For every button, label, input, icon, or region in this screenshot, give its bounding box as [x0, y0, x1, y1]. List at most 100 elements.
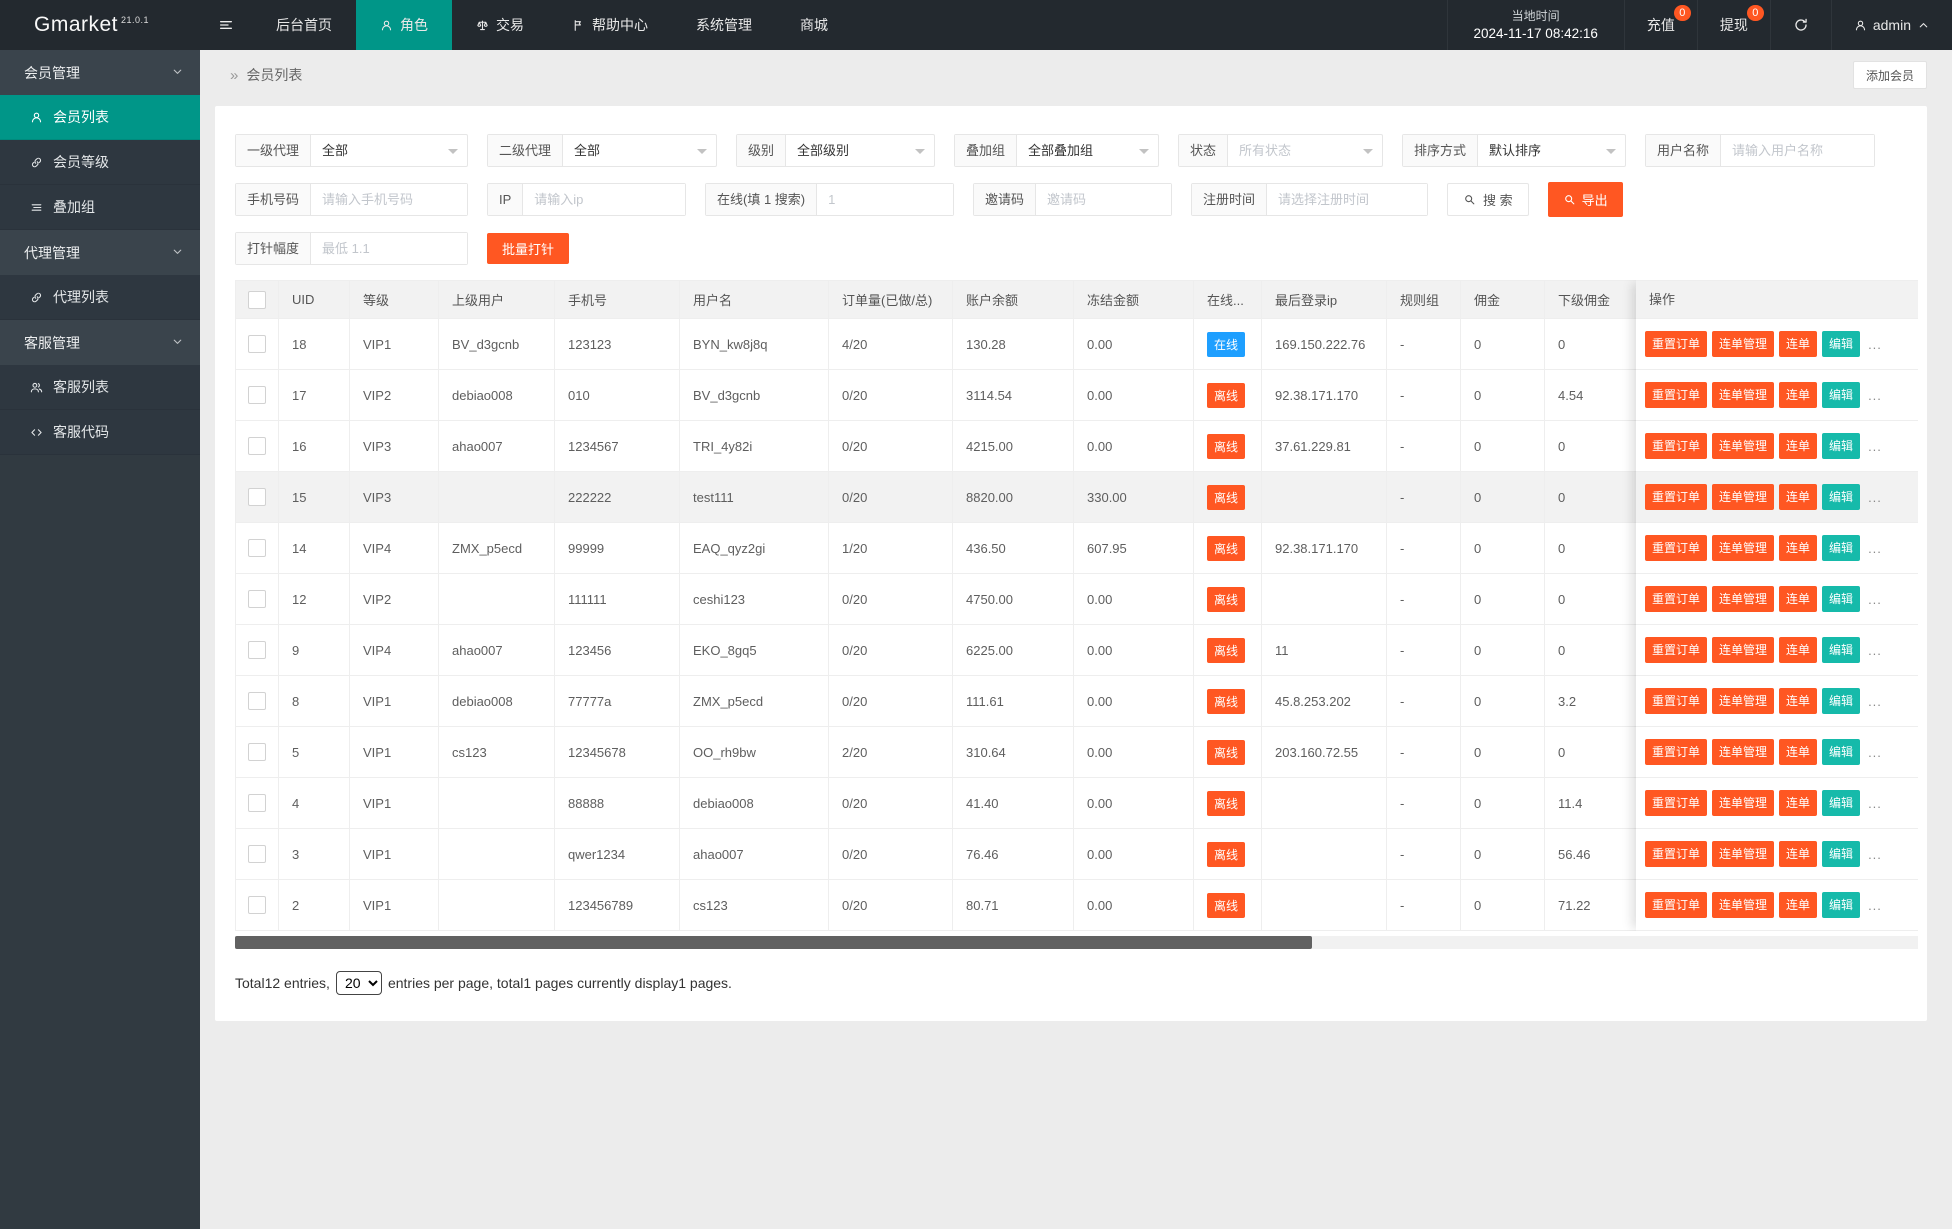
filter-needle-range-input[interactable]	[311, 233, 467, 264]
more-actions-button[interactable]: ...	[1868, 591, 1882, 607]
more-actions-button[interactable]: ...	[1868, 693, 1882, 709]
export-button[interactable]: 导出	[1547, 182, 1623, 217]
row-checkbox[interactable]	[248, 386, 266, 404]
row-checkbox[interactable]	[248, 488, 266, 506]
nav-item-0[interactable]: 后台首页	[252, 0, 356, 50]
chain-order-manage-button[interactable]: 连单管理	[1712, 790, 1775, 816]
reset-order-button[interactable]: 重置订单	[1645, 637, 1708, 663]
reset-order-button[interactable]: 重置订单	[1645, 433, 1708, 459]
per-page-select[interactable]: 20	[335, 971, 382, 995]
edit-button[interactable]: 编辑	[1822, 484, 1861, 510]
row-checkbox[interactable]	[248, 743, 266, 761]
chain-order-button[interactable]: 连单	[1779, 688, 1818, 714]
chain-order-button[interactable]: 连单	[1779, 892, 1818, 918]
reset-order-button[interactable]: 重置订单	[1645, 331, 1708, 357]
more-actions-button[interactable]: ...	[1868, 846, 1882, 862]
admin-menu[interactable]: admin	[1830, 0, 1952, 50]
sidebar-item-member-management[interactable]: 会员管理	[0, 50, 200, 95]
refresh-button[interactable]	[1769, 0, 1831, 50]
reset-order-button[interactable]: 重置订单	[1645, 535, 1708, 561]
chain-order-button[interactable]: 连单	[1779, 841, 1818, 867]
chain-order-manage-button[interactable]: 连单管理	[1712, 841, 1775, 867]
more-actions-button[interactable]: ...	[1868, 795, 1882, 811]
chain-order-manage-button[interactable]: 连单管理	[1712, 586, 1775, 612]
edit-button[interactable]: 编辑	[1822, 739, 1861, 765]
edit-button[interactable]: 编辑	[1822, 586, 1861, 612]
filter-invite-code-input[interactable]	[1036, 184, 1171, 215]
reset-order-button[interactable]: 重置订单	[1645, 688, 1708, 714]
more-actions-button[interactable]: ...	[1868, 387, 1882, 403]
row-checkbox[interactable]	[248, 692, 266, 710]
edit-button[interactable]: 编辑	[1822, 892, 1861, 918]
chain-order-button[interactable]: 连单	[1779, 739, 1818, 765]
more-actions-button[interactable]: ...	[1868, 336, 1882, 352]
row-checkbox[interactable]	[248, 437, 266, 455]
edit-button[interactable]: 编辑	[1822, 790, 1861, 816]
sidebar-item-service-management[interactable]: 客服管理	[0, 320, 200, 365]
scrollbar-thumb[interactable]	[235, 936, 1313, 949]
reset-order-button[interactable]: 重置订单	[1645, 739, 1708, 765]
reset-order-button[interactable]: 重置订单	[1645, 841, 1708, 867]
chain-order-manage-button[interactable]: 连单管理	[1712, 382, 1775, 408]
row-checkbox[interactable]	[248, 845, 266, 863]
chain-order-manage-button[interactable]: 连单管理	[1712, 433, 1775, 459]
sidebar-item-service-code[interactable]: 客服代码	[0, 410, 200, 455]
row-checkbox[interactable]	[248, 335, 266, 353]
sidebar-item-overlay-group[interactable]: 叠加组	[0, 185, 200, 230]
filter-sort-select[interactable]: 默认排序	[1478, 135, 1625, 166]
nav-item-2[interactable]: 交易	[452, 0, 548, 50]
chain-order-button[interactable]: 连单	[1779, 433, 1818, 459]
reset-order-button[interactable]: 重置订单	[1645, 586, 1708, 612]
more-actions-button[interactable]: ...	[1868, 438, 1882, 454]
edit-button[interactable]: 编辑	[1822, 688, 1861, 714]
chain-order-button[interactable]: 连单	[1779, 331, 1818, 357]
row-checkbox[interactable]	[248, 896, 266, 914]
edit-button[interactable]: 编辑	[1822, 433, 1861, 459]
batch-needle-button[interactable]: 批量打针	[487, 233, 570, 264]
chain-order-manage-button[interactable]: 连单管理	[1712, 331, 1775, 357]
chain-order-manage-button[interactable]: 连单管理	[1712, 484, 1775, 510]
reset-order-button[interactable]: 重置订单	[1645, 382, 1708, 408]
filter-username-input[interactable]	[1721, 135, 1874, 166]
sidebar-item-service-list[interactable]: 客服列表	[0, 365, 200, 410]
more-actions-button[interactable]: ...	[1868, 897, 1882, 913]
row-checkbox[interactable]	[248, 590, 266, 608]
nav-item-4[interactable]: 系统管理	[672, 0, 776, 50]
filter-overlay-group-select[interactable]: 全部叠加组	[1017, 135, 1158, 166]
filter-status-select[interactable]: 所有状态	[1228, 135, 1382, 166]
chain-order-button[interactable]: 连单	[1779, 382, 1818, 408]
nav-item-5[interactable]: 商城	[776, 0, 852, 50]
more-actions-button[interactable]: ...	[1868, 489, 1882, 505]
edit-button[interactable]: 编辑	[1822, 331, 1861, 357]
filter-register-time-input[interactable]	[1267, 184, 1427, 215]
reset-order-button[interactable]: 重置订单	[1645, 892, 1708, 918]
chain-order-button[interactable]: 连单	[1779, 586, 1818, 612]
edit-button[interactable]: 编辑	[1822, 535, 1861, 561]
nav-item-1[interactable]: 角色	[356, 0, 452, 50]
row-checkbox[interactable]	[248, 794, 266, 812]
edit-button[interactable]: 编辑	[1822, 841, 1861, 867]
chain-order-manage-button[interactable]: 连单管理	[1712, 688, 1775, 714]
filter-phone-input[interactable]	[311, 184, 467, 215]
chain-order-button[interactable]: 连单	[1779, 535, 1818, 561]
filter-primary-agent-select[interactable]: 全部	[311, 135, 467, 166]
chain-order-manage-button[interactable]: 连单管理	[1712, 892, 1775, 918]
edit-button[interactable]: 编辑	[1822, 637, 1861, 663]
chain-order-manage-button[interactable]: 连单管理	[1712, 535, 1775, 561]
chain-order-button[interactable]: 连单	[1779, 484, 1818, 510]
edit-button[interactable]: 编辑	[1822, 382, 1861, 408]
more-actions-button[interactable]: ...	[1868, 642, 1882, 658]
more-actions-button[interactable]: ...	[1868, 540, 1882, 556]
withdraw-button[interactable]: 提现 0	[1696, 0, 1770, 50]
row-checkbox[interactable]	[248, 641, 266, 659]
chain-order-manage-button[interactable]: 连单管理	[1712, 739, 1775, 765]
nav-item-3[interactable]: 帮助中心	[548, 0, 672, 50]
filter-level-select[interactable]: 全部级别	[786, 135, 934, 166]
chain-order-button[interactable]: 连单	[1779, 790, 1818, 816]
more-actions-button[interactable]: ...	[1868, 744, 1882, 760]
sidebar-item-member-level[interactable]: 会员等级	[0, 140, 200, 185]
menu-toggle-icon[interactable]	[200, 0, 252, 50]
filter-online-input[interactable]	[817, 184, 953, 215]
add-member-button[interactable]: 添加会员	[1852, 61, 1927, 89]
filter-secondary-agent-select[interactable]: 全部	[563, 135, 716, 166]
